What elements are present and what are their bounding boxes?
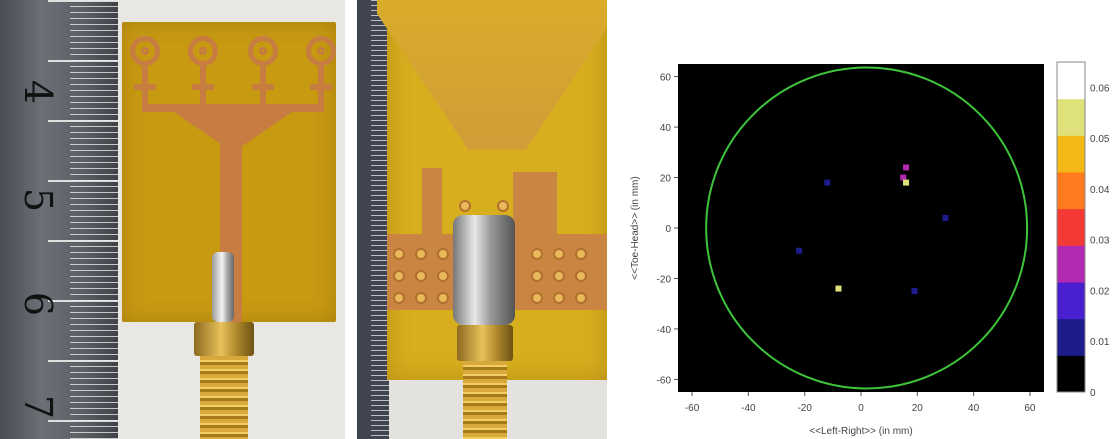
colorbar-segment: [1057, 172, 1085, 210]
x-tick-label: 60: [1024, 403, 1036, 414]
sma-pin: [212, 252, 234, 322]
colorbar-segment: [1057, 62, 1085, 100]
pixel-layer: [796, 164, 949, 295]
plot-area: [678, 64, 1044, 392]
y-axis-label: <<Toe-Head>> (in mm): [630, 176, 641, 279]
sma-thread: [200, 356, 248, 439]
colorbar-segment: [1057, 98, 1085, 136]
antenna-back-photo: [357, 0, 607, 439]
ruler: 4 5 6 7: [0, 0, 118, 439]
y-tick-label: -60: [657, 375, 672, 386]
ruler-number: 7: [16, 394, 60, 420]
tuning-stub: [252, 84, 274, 90]
heatmap-svg: -60 -40 -20 0 20 40 60 -60 -40 -20 0 20 40 60 <<Left…: [630, 61, 1110, 437]
ground-step: [513, 172, 557, 234]
ring-element: [248, 36, 278, 66]
sma-thread: [463, 361, 507, 439]
ring-element: [188, 36, 218, 66]
feed-network: [142, 104, 324, 112]
ground-taper: [377, 0, 607, 150]
colorbar-segment: [1057, 208, 1085, 246]
heatmap-pixel: [903, 164, 910, 171]
heatmap-pixel: [900, 174, 907, 181]
y-axis: -60 -40 -20 0 20 40 60: [657, 73, 678, 386]
ring-element: [130, 36, 160, 66]
x-tick-label: -20: [797, 403, 812, 414]
x-tick-label: 20: [912, 403, 924, 414]
x-axis-label: <<Left-Right>> (in mm): [809, 426, 912, 437]
colorbar-tick-label: 0.02: [1090, 286, 1110, 297]
y-tick-label: 40: [660, 123, 672, 134]
y-tick-label: -40: [657, 325, 672, 336]
heatmap-pixel: [903, 179, 910, 186]
x-tick-label: 0: [858, 403, 864, 414]
tuning-stub: [192, 84, 214, 90]
colorbar-tick-label: 0.03: [1090, 236, 1110, 247]
heatmap-pixel: [796, 247, 803, 254]
colorbar: 0 0.01 0.02 0.03 0.04 0.05 0.06: [1056, 61, 1110, 399]
ruler-number: 4: [16, 79, 60, 105]
colorbar-tick-label: 0.01: [1090, 337, 1110, 348]
ruler: [357, 0, 389, 439]
ruler-minor-ticks: [371, 0, 389, 439]
x-tick-label: 40: [968, 403, 980, 414]
colorbar-segment: [1057, 355, 1085, 393]
heatmap-pixel: [835, 285, 842, 292]
colorbar-tick-label: 0: [1090, 388, 1096, 399]
y-tick-label: -20: [657, 274, 672, 285]
ring-element: [306, 36, 336, 66]
colorbar-segment: [1057, 245, 1085, 283]
ruler-number: 5: [16, 187, 60, 213]
heatmap-pixel: [824, 179, 831, 186]
colorbar-tick-label: 0.06: [1090, 83, 1110, 94]
colorbar-tick-label: 0.04: [1090, 185, 1110, 196]
feed-taper: [174, 112, 292, 146]
sma-nut: [194, 322, 254, 356]
ruler-number: 6: [16, 291, 60, 317]
y-tick-label: 60: [660, 73, 672, 84]
colorbar-tick-label: 0.05: [1090, 134, 1110, 145]
sma-nut: [457, 325, 513, 361]
ground-step: [422, 168, 442, 234]
heatmap-pixel: [911, 288, 918, 295]
ruler-major-ticks: [48, 0, 118, 439]
antenna-front-photo: 4 5 6 7: [0, 0, 345, 439]
heatmap-pixel: [942, 214, 949, 221]
colorbar-segment: [1057, 282, 1085, 320]
sma-body: [453, 215, 515, 325]
colorbar-frame: [1056, 61, 1086, 393]
x-tick-label: -40: [741, 403, 756, 414]
x-axis: -60 -40 -20 0 20 40 60: [685, 392, 1036, 414]
colorbar-segment: [1057, 318, 1085, 356]
tuning-stub: [310, 84, 332, 90]
y-tick-label: 20: [660, 174, 672, 185]
heatmap-figure: -60 -40 -20 0 20 40 60 -60 -40 -20 0 20 40 60 <<Left…: [620, 50, 1113, 439]
y-tick-label: 0: [665, 224, 671, 235]
tuning-stub: [134, 84, 156, 90]
x-tick-label: -60: [685, 403, 700, 414]
colorbar-segment: [1057, 135, 1085, 173]
imaging-region-circle: [705, 66, 1029, 390]
